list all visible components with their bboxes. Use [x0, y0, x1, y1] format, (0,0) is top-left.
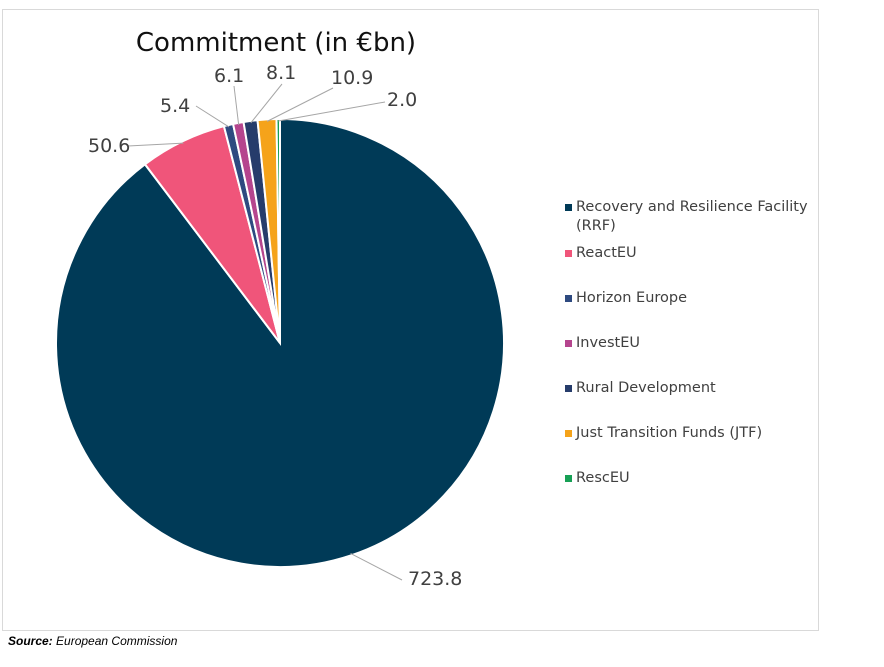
- legend-item-rural-development: Rural Development: [565, 379, 815, 398]
- leader-line-jtf: [266, 87, 334, 122]
- legend-item-rrf: Recovery and Resilience Facility (RRF): [565, 198, 815, 236]
- data-label-jtf: 10.9: [331, 67, 373, 89]
- legend-label-reacteu: ReactEU: [576, 245, 637, 261]
- legend-swatch-rrf: [565, 204, 572, 211]
- source-note: Source: European Commission: [8, 634, 177, 648]
- legend-label-investeu: InvestEU: [576, 335, 640, 351]
- chart-legend: Recovery and Resilience Facility (RRF) Re…: [565, 198, 815, 488]
- legend-label-horizon-europe: Horizon Europe: [576, 290, 688, 306]
- data-label-rrf: 723.8: [408, 568, 462, 590]
- legend-item-jtf: Just Transition Funds (JTF): [565, 424, 815, 443]
- legend-swatch-reacteu: [565, 250, 572, 257]
- legend-label-rural-development: Rural Development: [576, 380, 716, 396]
- legend-item-reacteu: ReactEU: [565, 244, 815, 263]
- legend-item-resceu: RescEU: [565, 469, 815, 488]
- source-label: Source:: [8, 634, 53, 648]
- data-label-reacteu: 50.6: [88, 135, 130, 157]
- legend-swatch-investeu: [565, 340, 572, 347]
- leader-line-reacteu: [127, 142, 184, 147]
- leader-line-horizon-europe: [195, 105, 230, 128]
- legend-label-jtf: Just Transition Funds (JTF): [576, 425, 763, 441]
- data-label-investeu: 6.1: [214, 65, 244, 87]
- data-label-rural-development: 8.1: [266, 62, 296, 84]
- legend-label-resceu: RescEU: [576, 470, 630, 486]
- legend-swatch-jtf: [565, 430, 572, 437]
- legend-item-investeu: InvestEU: [565, 334, 815, 353]
- chart-title: Commitment (in €bn): [135, 28, 417, 58]
- legend-swatch-rural-development: [565, 385, 572, 392]
- legend-item-horizon-europe: Horizon Europe: [565, 289, 815, 308]
- leader-line-rrf: [350, 553, 403, 581]
- pie-slice-resceu: [275, 117, 281, 344]
- data-label-horizon-europe: 5.4: [160, 95, 190, 117]
- leader-line-rural-development: [250, 83, 283, 124]
- source-text: European Commission: [52, 634, 178, 648]
- leader-line-investeu: [233, 85, 240, 125]
- leader-line-resceu: [278, 101, 386, 122]
- legend-swatch-resceu: [565, 475, 572, 482]
- legend-swatch-horizon-europe: [565, 295, 572, 302]
- legend-label-rrf: Recovery and Resilience Facility (RRF): [576, 199, 808, 234]
- data-label-resceu: 2.0: [387, 89, 417, 111]
